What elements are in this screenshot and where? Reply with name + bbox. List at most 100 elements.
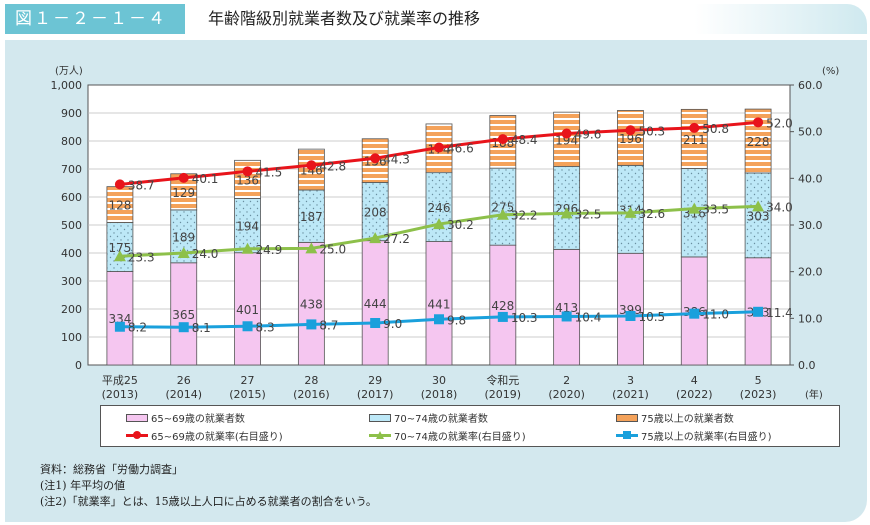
notes: 資料：総務省「労働力調査」 (注1) 年平均の値 (注2)「就業率」とは、15歳… [40,462,377,510]
line-label: 40.1 [192,172,219,186]
line-label: 8.1 [192,321,211,335]
bar-label: 441 [428,297,451,311]
x-tick-label-year: (2023) [740,388,777,400]
x-tick-label: 29 [368,374,382,387]
y-left-tick-label: 0 [75,359,82,372]
y-right-tick-label: 0.0 [798,359,816,372]
x-tick-label-year: (2018) [421,388,458,400]
note-1: (注1) 年平均の値 [40,479,126,492]
bar-1 [361,240,389,366]
x-tick-label-year: (2013) [102,388,139,400]
legend-item: 65~69歳の就業者数 [126,410,245,425]
bar-label: 136 [236,173,259,187]
bar-1 [297,241,325,366]
marker-triangle [688,202,701,214]
line-label: 38.7 [128,178,155,192]
line-label: 24.9 [256,243,283,257]
x-tick-label-year: (2017) [357,388,394,400]
bar-label: 129 [172,186,195,200]
bar-label: 211 [683,133,706,147]
bar-label: 428 [491,299,514,313]
y-right-tick-label: 50.0 [798,126,823,139]
bar-1 [489,244,517,366]
legend-item: 70~74歳の就業者数 [369,410,488,425]
bar-2 [425,172,453,242]
bar-1 [170,262,198,366]
line-label: 8.2 [128,321,147,335]
marker-triangle [113,250,126,262]
legend-item: 75歳以上の就業率(右目盛り) [616,428,772,443]
x-tick-label-year: (2021) [612,388,649,400]
line-label: 48.4 [511,133,538,147]
x-tick-label-year: (2019) [485,388,522,400]
legend-line-icon [616,431,638,439]
legend-label: 65~69歳の就業率(右目盛り) [151,432,283,443]
x-tick-label: 30 [432,374,446,387]
legend-label: 70~74歳の就業者数 [394,414,488,425]
line-label: 27.2 [383,232,410,246]
y-right-tick-label: 10.0 [798,312,823,325]
y-right-axis-label: (%) [822,66,839,77]
line-label: 25.0 [319,242,346,256]
line-label: 32.6 [638,207,665,221]
y-left-tick-label: 900 [61,107,82,120]
marker-square [114,321,125,332]
marker-triangle [560,207,573,219]
marker-square [561,311,572,322]
marker-square [370,318,381,328]
legend-swatch [369,413,391,422]
line-label: 42.8 [319,159,346,173]
marker-circle [114,179,125,190]
legend: 65~69歳の就業者数 70~74歳の就業者数 75歳以上の就業者数 65~69歳の就… [100,405,840,447]
bar-label: 444 [364,297,387,311]
line-label: 34.0 [766,200,793,214]
x-tick-label: 2 [563,374,570,387]
line-label: 9.0 [383,317,402,331]
x-axis-unit: (年) [805,388,823,400]
legend-line-icon [369,431,391,439]
note-source: 資料：総務省「労働力調査」 [40,463,183,476]
marker-square [497,311,508,322]
x-tick-label-year: (2016) [293,388,330,400]
marker-circle [178,172,189,183]
line-label: 32.5 [575,207,602,221]
bar-label: 399 [619,303,642,317]
chart: 0 100 200 300 400 500 600 700 800 900 1,000 0.0 10.0… [51,65,840,400]
note-2: (注2)「就業率」とは、15歳以上人口に占める就業者の割合をいう。 [40,495,377,508]
marker-circle [497,134,508,145]
bar-label: 175 [108,241,131,255]
line-label: 50.3 [638,124,665,138]
line-label: 52.0 [766,116,793,130]
y-left-tick-label: 700 [61,163,82,176]
y-left-tick-label: 800 [61,135,82,148]
bar-3 [553,111,581,167]
bar-3 [680,108,708,169]
x-tick-label: 26 [177,374,191,387]
line-label: 44.3 [383,152,410,166]
x-tick-label-year: (2014) [165,388,202,400]
bar-2 [489,167,517,246]
legend-label: 70~74歳の就業率(右目盛り) [394,432,526,443]
x-tick-label: 5 [755,374,762,387]
line-label: 49.6 [575,128,602,142]
bar-label: 208 [364,206,387,220]
x-tick-label: 27 [241,374,255,387]
x-tick-label-year: (2022) [676,388,713,400]
y-left-tick-label: 200 [61,303,82,316]
x-tick-label: 4 [691,374,698,387]
y-left-axis-label: (万人) [55,65,83,77]
bar-1 [234,252,261,366]
marker-triangle [177,247,190,258]
line-label: 10.5 [638,310,665,324]
y-right-tick-label: 60.0 [798,79,823,92]
marker-triangle [369,232,382,244]
x-tick-label: 28 [304,374,318,387]
line-label: 32.2 [511,209,538,223]
marker-circle [625,125,636,136]
bar-2 [106,222,134,272]
marker-triangle [496,208,509,220]
bar-label: 275 [491,201,514,215]
bar-2 [361,182,389,242]
line-label: 11.4 [766,306,793,320]
